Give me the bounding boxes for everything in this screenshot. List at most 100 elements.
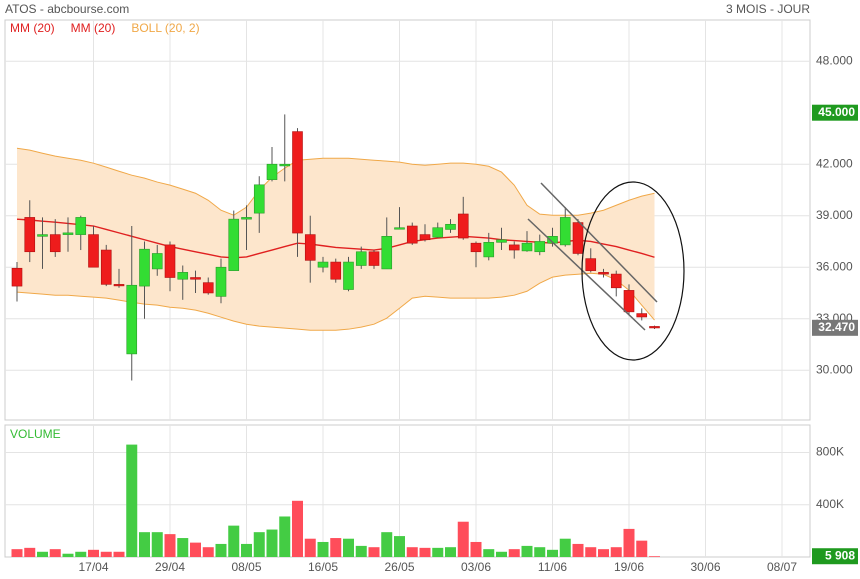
candle-body — [279, 163, 291, 167]
candle-body — [521, 242, 533, 252]
volume-bar — [521, 545, 533, 557]
candle-body — [585, 258, 597, 271]
volume-bar — [88, 549, 99, 557]
candle-body — [241, 217, 252, 220]
candle-body — [177, 272, 189, 280]
volume-bar — [190, 542, 201, 557]
bollinger-band — [17, 148, 655, 331]
candle-body — [266, 163, 278, 180]
y-tick-label: 39.000 — [816, 208, 853, 222]
x-tick-label: 19/06 — [614, 560, 644, 574]
volume-bar — [317, 541, 329, 557]
volume-bar — [572, 543, 584, 557]
legend-entry: MM (20) — [71, 21, 116, 35]
volume-bar — [534, 547, 546, 557]
candle-body — [126, 284, 138, 355]
candle-body — [636, 313, 648, 318]
volume-bar — [113, 551, 125, 557]
candle-body — [37, 234, 48, 237]
legend-entry: BOLL (20, 2) — [131, 21, 199, 35]
trend-line — [527, 218, 646, 331]
x-tick-label: 29/04 — [155, 560, 185, 574]
y-tick-label: 30.000 — [816, 362, 853, 376]
candle-body — [572, 222, 584, 254]
candle-body — [381, 236, 393, 270]
volume-bar — [292, 500, 303, 557]
candle-body — [406, 225, 418, 244]
candle-body — [151, 253, 163, 270]
volume-bar — [419, 547, 431, 557]
candle-body — [11, 267, 23, 287]
volume-bar — [304, 538, 316, 557]
value-marker — [812, 319, 858, 336]
volume-bar — [585, 547, 597, 557]
volume-bar — [177, 538, 189, 557]
candle-body — [508, 244, 520, 251]
candle-body — [368, 251, 380, 266]
candle-body — [483, 242, 495, 258]
candle-body — [202, 282, 214, 294]
volume-bar — [483, 549, 495, 557]
value-marker-label: 5 908 — [825, 548, 855, 562]
volume-bar — [547, 549, 558, 557]
volume-bar — [253, 532, 265, 557]
value-marker-label: 45.000 — [818, 105, 855, 119]
volume-bar — [432, 547, 444, 557]
candle-body — [534, 241, 546, 253]
volume-bar — [126, 444, 138, 557]
y-tick-label: 800K — [816, 445, 844, 459]
volume-bar — [598, 549, 609, 557]
x-tick-label: 17/04 — [78, 560, 108, 574]
x-tick-label: 08/05 — [231, 560, 261, 574]
candle-body — [317, 261, 329, 268]
volume-bar — [75, 551, 87, 557]
y-tick-label: 36.000 — [816, 259, 853, 273]
x-tick-label: 03/06 — [461, 560, 491, 574]
candle-body — [100, 249, 112, 285]
candle-body — [432, 227, 444, 238]
volume-bar — [11, 549, 23, 557]
volume-bar — [610, 547, 622, 557]
volume-bar — [49, 549, 61, 557]
volume-bar — [559, 538, 571, 557]
volume-bar — [649, 556, 660, 557]
candle-body — [164, 244, 176, 278]
candle-body — [445, 223, 456, 230]
candle-body — [496, 239, 507, 243]
candle-body — [559, 217, 571, 246]
volume-bar — [470, 541, 482, 557]
candle-body — [394, 227, 405, 230]
candle-body — [598, 272, 609, 275]
x-tick-label: 08/07 — [767, 560, 797, 574]
x-tick-label: 11/06 — [538, 560, 567, 574]
x-tick-label: 16/05 — [308, 560, 338, 574]
candle-body — [304, 234, 316, 261]
candle-body — [610, 273, 622, 289]
volume-bar — [381, 532, 393, 557]
volume-bar — [508, 549, 520, 557]
volume-bar — [343, 538, 354, 557]
volume-bar — [368, 547, 380, 557]
candle-body — [75, 217, 87, 235]
trend-line — [540, 182, 658, 303]
volume-panel — [4, 424, 811, 558]
volume-bar — [215, 543, 227, 557]
volume-bar — [24, 547, 36, 557]
candle-body — [457, 213, 469, 239]
volume-title: VOLUME — [10, 427, 61, 441]
candle-body — [228, 218, 240, 271]
period-label: 3 MOIS - JOUR — [726, 2, 810, 16]
y-tick-label: 42.000 — [816, 156, 853, 170]
highlight-ellipse — [581, 181, 685, 361]
candle-body — [62, 232, 74, 235]
candle-body — [330, 261, 342, 280]
candle-body — [355, 251, 367, 266]
candle-body — [253, 184, 265, 214]
chart-title: ATOS - abcbourse.com — [5, 2, 129, 16]
volume-bar — [228, 525, 240, 557]
bollinger-line — [16, 272, 655, 331]
candle-body — [649, 326, 660, 329]
volume-bar — [100, 551, 112, 557]
candle-body — [88, 234, 99, 268]
